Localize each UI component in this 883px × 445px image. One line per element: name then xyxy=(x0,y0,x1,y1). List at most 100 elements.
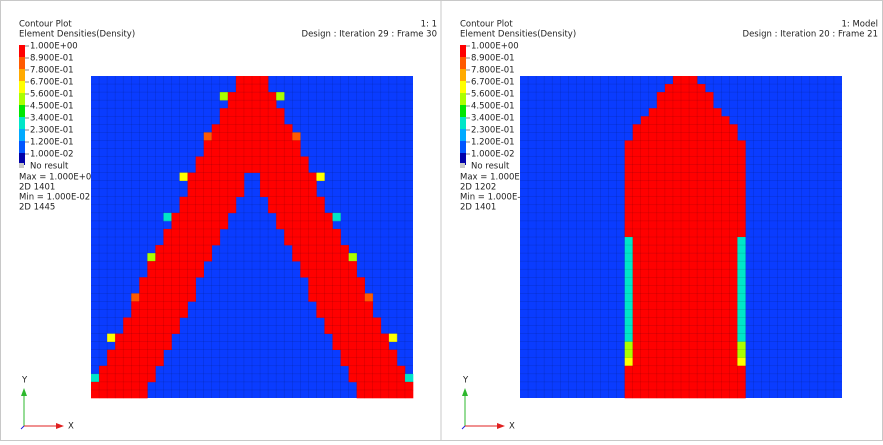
element xyxy=(123,389,132,399)
element xyxy=(372,317,382,326)
element xyxy=(681,228,690,238)
element xyxy=(107,373,116,383)
element xyxy=(211,237,221,246)
element xyxy=(624,277,633,286)
triad-x-label: X xyxy=(68,422,74,432)
element xyxy=(268,148,277,157)
element xyxy=(340,261,349,270)
element xyxy=(656,188,666,198)
element xyxy=(203,132,213,141)
element xyxy=(624,349,633,359)
element xyxy=(195,220,204,230)
element xyxy=(648,309,658,318)
element xyxy=(227,204,237,214)
element xyxy=(632,341,642,350)
element xyxy=(131,357,140,367)
element xyxy=(388,381,398,391)
element xyxy=(729,261,738,270)
element xyxy=(713,220,722,230)
element xyxy=(316,269,325,278)
element xyxy=(681,76,690,85)
element xyxy=(195,237,204,246)
element xyxy=(737,349,746,359)
element xyxy=(243,84,253,93)
triad-z xyxy=(461,425,466,430)
element xyxy=(681,269,690,278)
element xyxy=(179,253,188,262)
element xyxy=(203,228,213,238)
element xyxy=(292,228,301,238)
element xyxy=(356,349,365,359)
element xyxy=(664,301,674,310)
element xyxy=(697,285,706,294)
element xyxy=(139,293,148,302)
element xyxy=(227,116,237,125)
element xyxy=(737,277,746,286)
element xyxy=(632,124,642,133)
element xyxy=(689,180,698,189)
element xyxy=(316,277,325,286)
element xyxy=(364,317,374,326)
element xyxy=(624,204,633,214)
element xyxy=(737,293,746,302)
element xyxy=(737,245,746,254)
element xyxy=(697,245,706,254)
element xyxy=(276,172,285,181)
element xyxy=(308,220,317,230)
element xyxy=(316,204,325,214)
element xyxy=(147,349,156,359)
element xyxy=(203,212,213,222)
element xyxy=(396,389,406,399)
header-frame: Design : Iteration 20 : Frame 21 xyxy=(743,30,878,40)
element xyxy=(187,269,196,278)
element xyxy=(235,76,245,85)
element xyxy=(276,92,285,101)
element xyxy=(324,245,333,254)
element xyxy=(681,140,690,149)
element xyxy=(404,373,414,383)
element xyxy=(737,220,746,230)
element xyxy=(324,285,333,294)
element xyxy=(380,341,390,350)
element xyxy=(268,100,277,109)
element xyxy=(737,212,746,222)
element xyxy=(147,285,156,294)
element xyxy=(187,228,196,238)
element xyxy=(324,228,333,238)
element xyxy=(656,277,666,286)
element xyxy=(632,196,642,206)
element xyxy=(640,269,650,278)
element xyxy=(632,164,642,173)
element xyxy=(348,357,357,367)
element xyxy=(179,261,188,270)
element xyxy=(147,293,156,302)
element xyxy=(243,108,253,117)
element xyxy=(648,108,658,117)
element xyxy=(123,381,132,391)
element xyxy=(316,196,325,206)
element xyxy=(139,277,148,286)
element xyxy=(147,357,156,367)
element xyxy=(276,180,285,189)
element xyxy=(227,172,237,181)
element xyxy=(721,269,730,278)
element xyxy=(356,293,365,302)
element xyxy=(713,253,722,262)
element xyxy=(99,389,108,399)
legend-swatch xyxy=(19,153,25,165)
element xyxy=(284,212,293,222)
element xyxy=(276,188,285,198)
element xyxy=(689,204,698,214)
element xyxy=(123,333,132,342)
element xyxy=(316,285,325,294)
stat-line: 2D 1401 xyxy=(19,183,55,193)
element xyxy=(284,204,293,214)
element xyxy=(648,116,658,125)
element xyxy=(268,116,277,125)
element xyxy=(139,349,148,359)
element xyxy=(648,325,658,334)
element xyxy=(648,333,658,342)
element xyxy=(364,349,374,359)
legend-label: 2.300E-01 xyxy=(30,126,74,136)
legend-label: 5.600E-01 xyxy=(471,90,515,100)
